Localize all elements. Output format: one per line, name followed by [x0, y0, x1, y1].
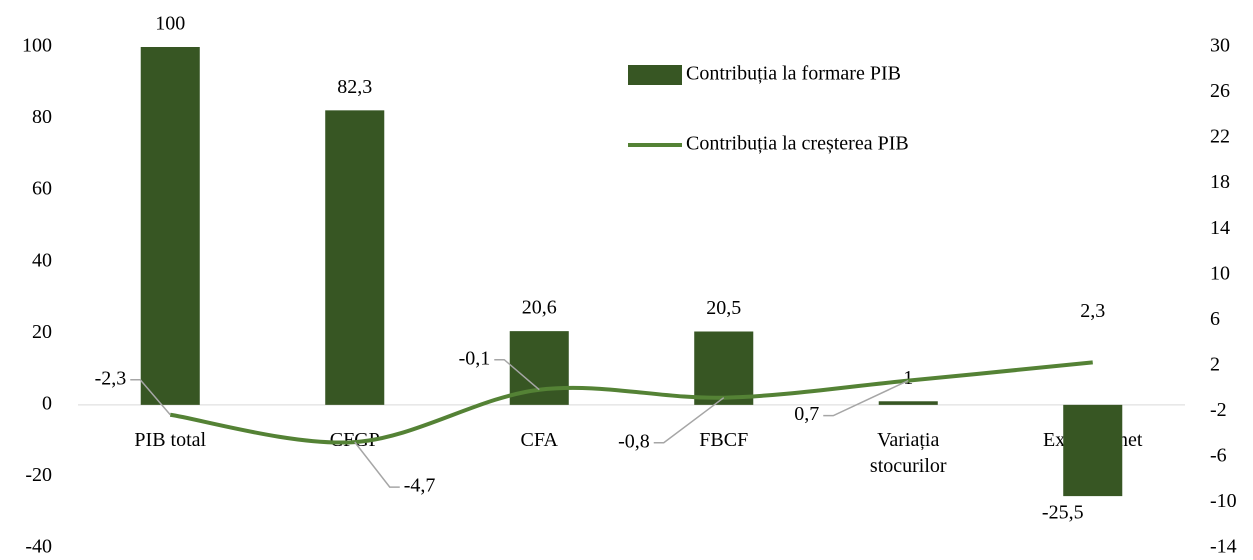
leader-line: [130, 379, 171, 416]
y-tick-label: 20: [32, 321, 52, 343]
y2-tick-label: 10: [1210, 262, 1230, 284]
y2-tick-label: -2: [1210, 399, 1227, 421]
y-tick-label: 100: [22, 35, 52, 57]
bar: [325, 110, 385, 405]
bar: [140, 47, 200, 405]
x-tick-label: FBCF: [699, 428, 749, 451]
x-tick-label: CFGP: [329, 428, 380, 451]
x-tick-label: CFA: [520, 428, 558, 451]
y2-tick-label: -10: [1210, 490, 1237, 512]
bar-value-label: 20,5: [706, 297, 741, 319]
x-tick-label-box: Variația stocurilor: [869, 428, 947, 477]
leader-line: [653, 397, 725, 444]
bar-value-label: 82,3: [337, 76, 372, 98]
x-tick-label: PIB total: [134, 428, 207, 451]
line-value-label: -0,1: [459, 347, 491, 369]
y2-tick-label: 2: [1210, 353, 1220, 375]
y2-tick-label: -14: [1210, 536, 1237, 558]
x-tick-label-box: FBCF: [699, 428, 749, 451]
line-value-label: -2,3: [95, 367, 127, 389]
bar: [878, 401, 938, 405]
x-tick-label-box: CFA: [520, 428, 558, 451]
bar: [694, 331, 754, 405]
leader-line: [823, 379, 909, 417]
leader-line: [354, 441, 400, 488]
y2-tick-label: -6: [1210, 445, 1227, 467]
y2-tick-label: 14: [1210, 217, 1230, 239]
y2-tick-label: 26: [1210, 80, 1230, 102]
y-tick-label: 0: [42, 392, 52, 414]
line-value-label: 2,3: [1080, 300, 1105, 322]
bar-value-label: -25,5: [1042, 502, 1084, 524]
line-value-label: -0,8: [618, 430, 650, 452]
y-tick-label: -40: [25, 536, 52, 558]
y-tick-label: 60: [32, 178, 52, 200]
y2-tick-label: 30: [1210, 35, 1230, 57]
x-tick-label-box: CFGP: [329, 428, 380, 451]
legend-swatch: [628, 65, 682, 85]
y-tick-label: 40: [32, 249, 52, 271]
bar-value-label: 1: [903, 367, 913, 389]
y2-tick-label: 22: [1210, 126, 1230, 148]
legend-label: Contribuția la formare PIB: [686, 63, 901, 85]
y-tick-label: 80: [32, 106, 52, 128]
x-tick-label: Variația stocurilor: [869, 428, 947, 477]
legend-label: Contribuția la creșterea PIB: [686, 133, 909, 155]
bar-value-label: 100: [155, 13, 185, 35]
bar: [1063, 404, 1123, 497]
bar-value-label: 20,6: [522, 297, 557, 319]
leader-line: [494, 358, 540, 391]
line-value-label: -4,7: [404, 475, 436, 497]
line: [169, 360, 1093, 445]
x-tick-label-box: PIB total: [134, 428, 207, 451]
y2-tick-label: 6: [1210, 308, 1220, 330]
y-tick-label: -20: [25, 464, 52, 486]
y2-tick-label: 18: [1210, 171, 1230, 193]
line-value-label: 0,7: [794, 403, 819, 425]
